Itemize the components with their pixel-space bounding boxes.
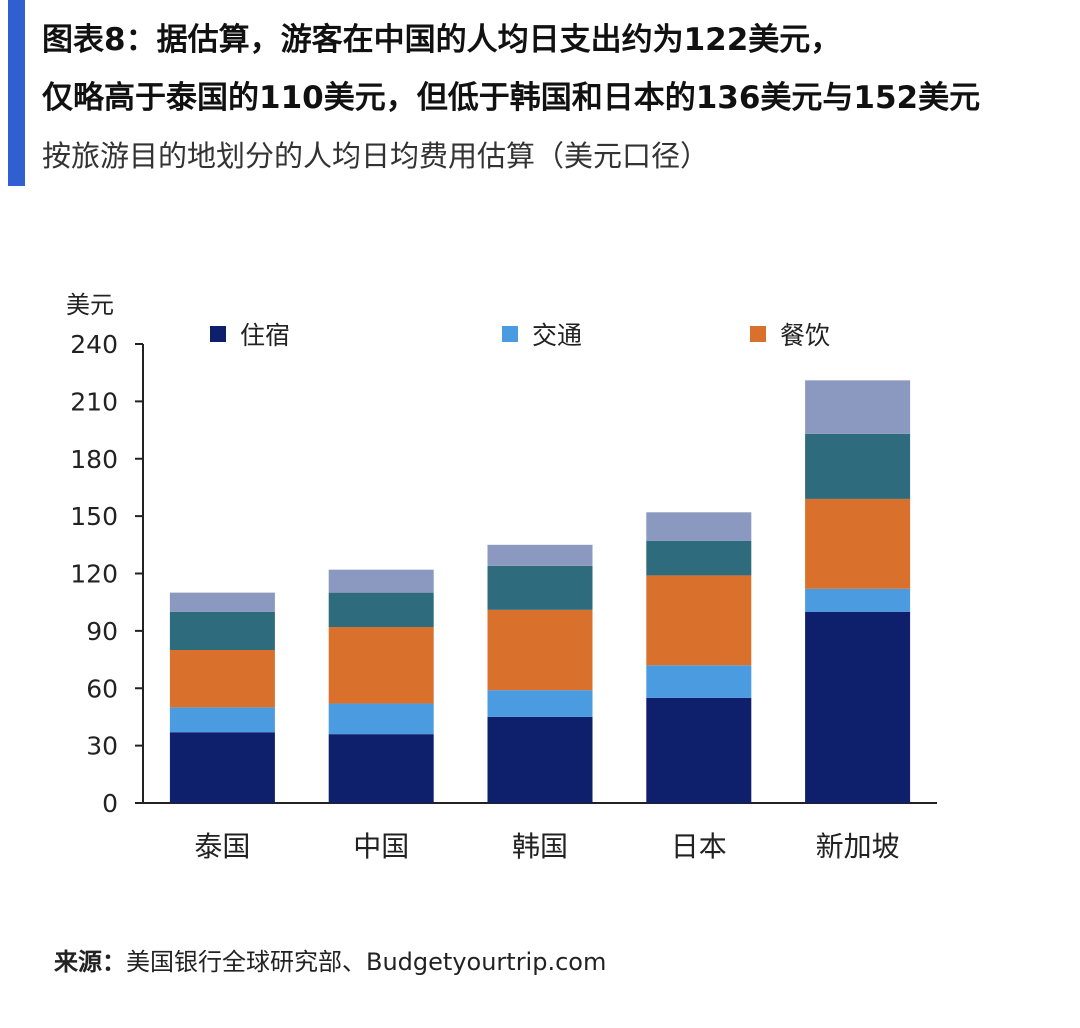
y-axis-unit-label: 美元 bbox=[66, 291, 114, 319]
y-tick-label: 120 bbox=[70, 560, 118, 589]
x-category-label: 新加坡 bbox=[816, 830, 900, 863]
source-label: 来源： bbox=[54, 948, 126, 976]
bar-segment bbox=[646, 575, 752, 666]
legend-swatch-accommodation bbox=[210, 326, 226, 342]
bar-segment bbox=[328, 569, 434, 593]
legend-item-dining: 餐饮 bbox=[750, 316, 830, 352]
source-text: 美国银行全球研究部、Budgetyourtrip.com bbox=[126, 948, 607, 976]
y-tick-label: 240 bbox=[70, 330, 118, 359]
bar-segment bbox=[805, 433, 911, 499]
bar-segment bbox=[487, 716, 593, 803]
legend-label-accommodation: 住宿 bbox=[240, 321, 291, 350]
bar-segment bbox=[169, 611, 275, 650]
chart-subtitle: 按旅游目的地划分的人均日均费用估算（美元口径） bbox=[42, 139, 710, 173]
bar-segment bbox=[646, 512, 752, 541]
bar-segment bbox=[805, 498, 911, 589]
x-category-label: 日本 bbox=[671, 830, 727, 863]
bar-segment bbox=[328, 627, 434, 704]
y-tick-label: 0 bbox=[102, 789, 118, 818]
bar-segment bbox=[487, 544, 593, 566]
legend-label-transport: 交通 bbox=[532, 321, 583, 350]
bar-segment bbox=[487, 609, 593, 691]
bar-segment bbox=[487, 565, 593, 610]
x-category-label: 中国 bbox=[353, 830, 409, 863]
bar-segment bbox=[328, 703, 434, 735]
bar-segment bbox=[646, 697, 752, 803]
y-tick-label: 90 bbox=[86, 617, 118, 646]
y-tick-label: 210 bbox=[70, 387, 118, 416]
chart-title-line-1: 图表8：据估算，游客在中国的人均日支出约为122美元， bbox=[42, 22, 842, 58]
legend-item-transport: 交通 bbox=[502, 316, 582, 352]
bar-segment bbox=[169, 732, 275, 803]
bar-segment bbox=[487, 690, 593, 717]
bar-segment bbox=[646, 540, 752, 576]
y-tick-label: 30 bbox=[86, 732, 118, 761]
bar-segment bbox=[805, 380, 911, 434]
bar-segment bbox=[805, 611, 911, 803]
bar-segment bbox=[169, 650, 275, 708]
bar-segment bbox=[646, 665, 752, 698]
legend-item-accommodation: 住宿 bbox=[210, 316, 290, 352]
legend-swatch-transport bbox=[502, 326, 518, 342]
stacked-bar-chart: 0 30 60 90 120 150 180 210 240 泰国 中国 韩国 日本 新加坡 bbox=[70, 330, 937, 863]
bar-segment bbox=[169, 592, 275, 612]
legend-label-dining: 餐饮 bbox=[780, 321, 831, 350]
chart-title-line-2: 仅略高于泰国的110美元，但低于韩国和日本的136美元与152美元 bbox=[42, 80, 981, 116]
source-note: 来源：美国银行全球研究部、Budgetyourtrip.com bbox=[54, 942, 606, 977]
y-tick-label: 60 bbox=[86, 674, 118, 703]
legend-swatch-dining bbox=[750, 326, 766, 342]
bar-segment bbox=[328, 592, 434, 628]
bar-segment bbox=[169, 707, 275, 733]
x-category-label: 韩国 bbox=[512, 830, 568, 863]
y-tick-label: 150 bbox=[70, 502, 118, 531]
accent-bar bbox=[8, 0, 25, 186]
bar-segment bbox=[328, 734, 434, 803]
y-tick-label: 180 bbox=[70, 445, 118, 474]
bar-segment bbox=[805, 588, 911, 612]
x-category-label: 泰国 bbox=[194, 830, 250, 863]
